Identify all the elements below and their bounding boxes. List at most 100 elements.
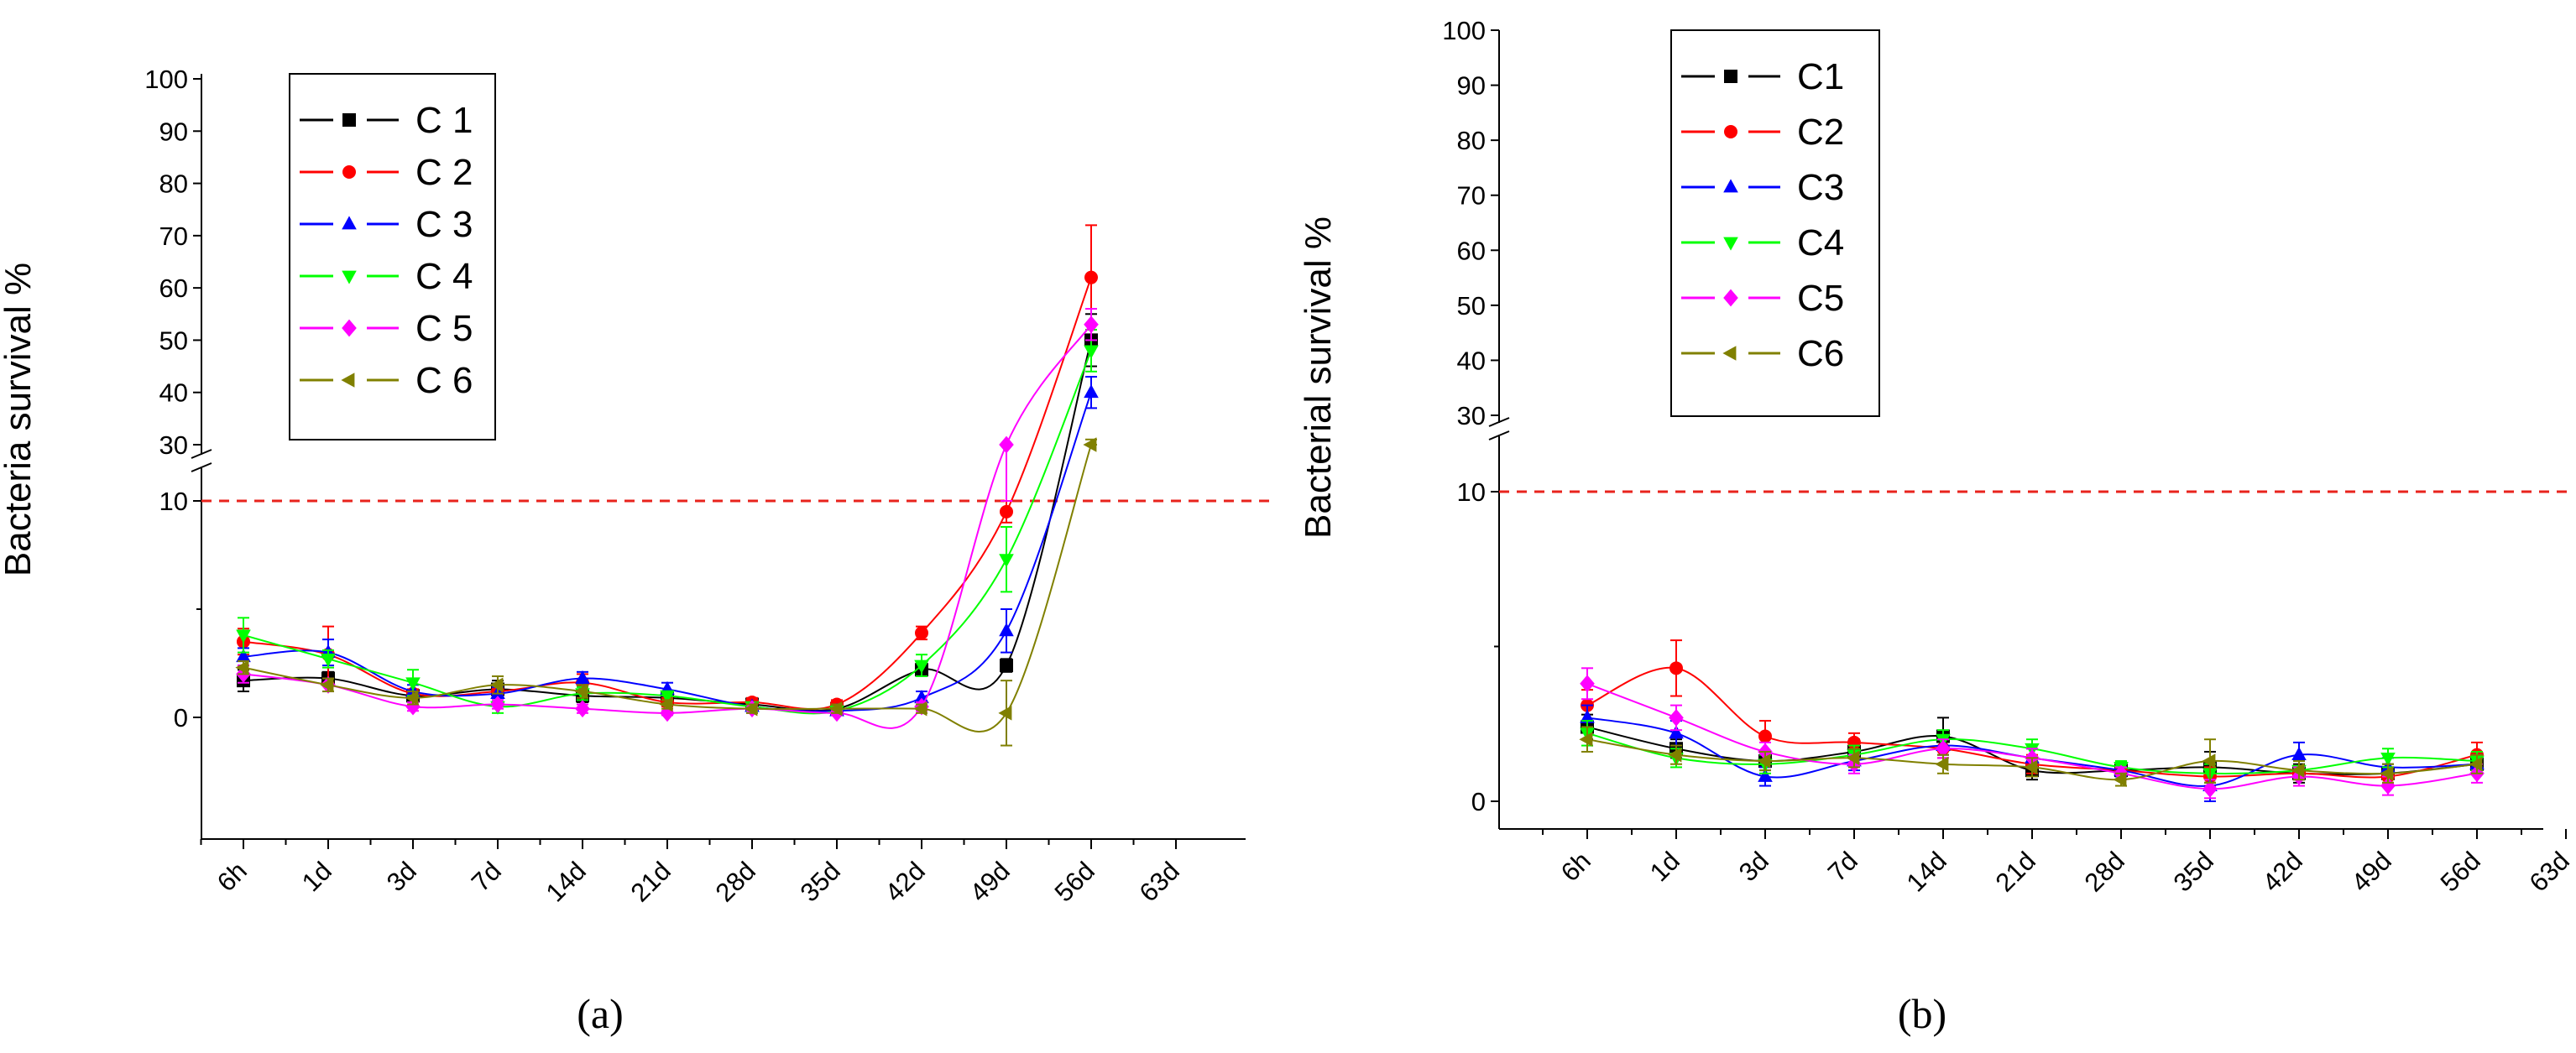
data-point bbox=[1000, 659, 1013, 673]
legend-marker bbox=[342, 270, 357, 284]
y-tick-label: 40 bbox=[159, 378, 188, 408]
legend-label: C 6 bbox=[415, 360, 473, 401]
data-point bbox=[1083, 437, 1097, 452]
legend-marker bbox=[342, 319, 357, 337]
y-tick-label: 30 bbox=[159, 430, 188, 460]
x-tick-label: 1d bbox=[296, 856, 337, 897]
data-point bbox=[575, 670, 590, 684]
data-point bbox=[2469, 756, 2483, 772]
data-point bbox=[660, 690, 675, 704]
y-tick-label: 0 bbox=[1471, 787, 1486, 816]
series-c6 bbox=[235, 437, 1097, 747]
y-tick-label: 70 bbox=[159, 222, 188, 251]
x-tick-label: 56d bbox=[1049, 856, 1100, 907]
data-point bbox=[2380, 765, 2394, 781]
legend-marker bbox=[342, 113, 356, 127]
y-tick-label: 50 bbox=[1457, 291, 1486, 321]
y-tick-label: 10 bbox=[159, 487, 188, 516]
data-point bbox=[1758, 768, 1773, 782]
legend-label: C 3 bbox=[415, 204, 473, 245]
legend-label: C4 bbox=[1797, 222, 1844, 263]
panel-label: (a) bbox=[577, 990, 624, 1037]
data-point bbox=[490, 696, 505, 713]
data-point bbox=[405, 677, 421, 691]
legend-label: C 5 bbox=[415, 308, 473, 349]
x-tick-label: 6h bbox=[212, 856, 253, 897]
chart-panel-b: 30 40 50 60 70 80 90 100 0 10 6h 1d 3d 7d 14d 21d 28d 35d… bbox=[1298, 16, 2575, 1037]
x-tick-label: 28d bbox=[710, 856, 761, 907]
data-point bbox=[915, 626, 928, 640]
data-point bbox=[659, 696, 673, 712]
data-point bbox=[828, 701, 843, 717]
x-tick-label: 14d bbox=[541, 856, 592, 907]
data-point bbox=[236, 629, 251, 644]
y-tick-label: 100 bbox=[1442, 16, 1486, 45]
y-axis-label: Bacteria survival % bbox=[0, 263, 39, 576]
data-point bbox=[1084, 315, 1099, 334]
y-axis-label: Bacterial survival % bbox=[1298, 216, 1339, 539]
data-point bbox=[321, 653, 336, 667]
data-point bbox=[1580, 709, 1595, 723]
x-tick-label: 3d bbox=[1733, 846, 1774, 887]
data-point bbox=[914, 659, 929, 674]
data-point bbox=[1758, 729, 1772, 743]
legend-label: C3 bbox=[1797, 167, 1844, 208]
legend-marker bbox=[341, 373, 355, 388]
data-point bbox=[2024, 759, 2038, 775]
x-tick-label: 21d bbox=[1990, 846, 2041, 897]
data-point bbox=[1935, 756, 1949, 772]
y-tick-label: 80 bbox=[159, 169, 188, 199]
series-line bbox=[243, 324, 1092, 729]
data-point bbox=[2202, 779, 2218, 798]
x-tick-label: 28d bbox=[2079, 846, 2130, 897]
y-tick-label: 60 bbox=[159, 274, 188, 303]
x-tick-label: 21d bbox=[625, 856, 677, 907]
data-point bbox=[1669, 661, 1683, 675]
data-point bbox=[999, 435, 1014, 454]
x-tick-label: 6h bbox=[1555, 846, 1596, 887]
x-tick-label: 56d bbox=[2435, 846, 2486, 897]
data-point bbox=[2291, 763, 2305, 778]
legend-marker bbox=[342, 216, 357, 230]
legend-marker bbox=[1723, 237, 1738, 251]
series-line bbox=[243, 277, 1092, 711]
legend-label: C1 bbox=[1797, 56, 1844, 97]
data-point bbox=[744, 701, 758, 717]
legend-label: C 4 bbox=[415, 256, 473, 297]
axis-break-mark bbox=[191, 449, 212, 459]
legend-marker bbox=[342, 165, 356, 179]
x-tick-label: 42d bbox=[880, 856, 931, 907]
legend-label: C5 bbox=[1797, 278, 1844, 319]
x-tick-label: 42d bbox=[2257, 846, 2308, 897]
data-point bbox=[1669, 708, 1684, 727]
data-point bbox=[1668, 747, 1682, 763]
data-point bbox=[998, 706, 1012, 721]
legend-marker bbox=[1723, 289, 1738, 307]
axis-break-mark bbox=[1488, 417, 1510, 427]
data-point bbox=[1084, 384, 1099, 399]
data-point bbox=[2380, 777, 2396, 795]
x-tick-label: 1d bbox=[1644, 846, 1685, 887]
x-tick-label: 14d bbox=[1901, 846, 1952, 897]
x-tick-label: 3d bbox=[381, 856, 422, 897]
data-point bbox=[2202, 753, 2216, 769]
data-point bbox=[489, 677, 504, 693]
data-point bbox=[999, 554, 1014, 568]
x-tick-label: 49d bbox=[964, 856, 1016, 907]
data-point bbox=[913, 701, 927, 717]
series-line bbox=[243, 350, 1092, 715]
legend: C 1 C 2 C 3 C 4 C 5 C 6 bbox=[289, 73, 496, 440]
y-tick-label: 30 bbox=[1457, 401, 1486, 430]
data-point bbox=[1000, 504, 1013, 519]
legend-label: C 2 bbox=[415, 152, 473, 193]
data-point bbox=[2113, 772, 2127, 787]
y-tick-label: 60 bbox=[1457, 236, 1486, 265]
panel-label: (b) bbox=[1898, 990, 1946, 1037]
legend-label: C2 bbox=[1797, 112, 1844, 153]
x-tick-label: 49d bbox=[2346, 846, 2397, 897]
data-point bbox=[1669, 725, 1684, 739]
data-point bbox=[405, 690, 419, 706]
data-point bbox=[1084, 345, 1099, 359]
x-tick-label: 7d bbox=[1822, 846, 1863, 887]
legend-marker bbox=[1724, 70, 1737, 83]
